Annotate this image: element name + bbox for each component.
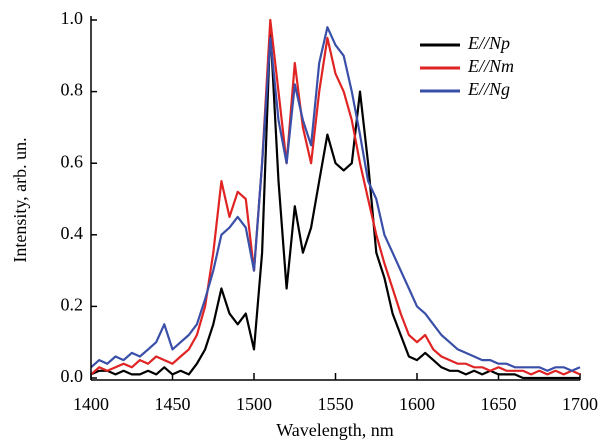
x-tick-label: 1400 — [73, 394, 109, 414]
y-tick-label: 1.0 — [61, 8, 84, 28]
series-line — [90, 26, 580, 380]
y-tick-label: 0.4 — [61, 223, 84, 243]
y-tick-label: 0.8 — [61, 80, 84, 100]
series-line — [90, 18, 581, 376]
legend-label: E//Nm — [467, 56, 514, 76]
y-tick-label: 0.0 — [61, 366, 84, 386]
legend-label: E//Np — [467, 33, 510, 53]
y-tick-label: 0.6 — [61, 151, 84, 171]
x-tick-label: 1500 — [236, 394, 272, 414]
y-tick-label: 0.2 — [61, 295, 84, 315]
x-tick-label: 1600 — [399, 394, 435, 414]
series-line — [90, 26, 581, 372]
y-axis-label: Intensity, arb. un. — [10, 137, 30, 262]
x-tick-label: 1650 — [481, 394, 517, 414]
x-axis-label: Wavelength, nm — [276, 420, 394, 440]
x-tick-label: 1700 — [562, 394, 598, 414]
x-tick-label: 1550 — [318, 394, 354, 414]
legend-label: E//Ng — [467, 79, 510, 99]
x-tick-label: 1450 — [155, 394, 191, 414]
